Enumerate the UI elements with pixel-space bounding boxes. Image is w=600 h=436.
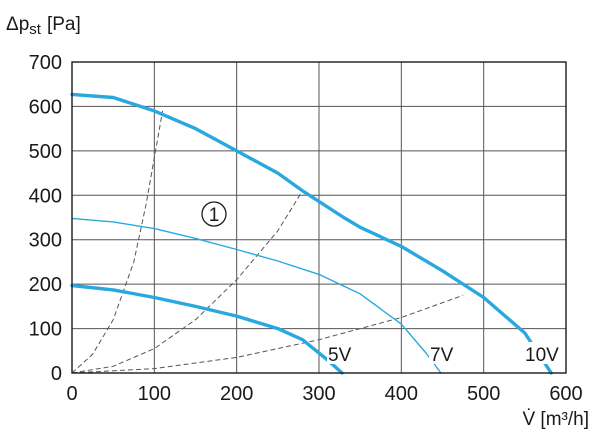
x-tick-label: 200	[220, 383, 253, 405]
y-tick-label: 400	[29, 185, 62, 207]
system-curve	[71, 190, 303, 374]
fan-curves	[70, 92, 553, 375]
y-tick-label: 700	[29, 52, 62, 74]
y-tick-label: 100	[29, 319, 62, 341]
curve-10v	[70, 92, 553, 375]
y-tick-label: 0	[51, 363, 62, 385]
system-curves	[71, 110, 464, 374]
x-tick-label: 300	[302, 383, 335, 405]
y-tick-label: 200	[29, 274, 62, 296]
x-tick-label: 100	[138, 383, 171, 405]
x-axis-title: V̇ [m³/h]	[522, 409, 589, 430]
grid	[72, 62, 566, 373]
system-curve	[71, 294, 464, 374]
x-tick-label: 0	[66, 383, 77, 405]
curve-marker: 1	[201, 201, 227, 227]
curve-label-10v: 10V	[525, 345, 559, 366]
y-axis-title: Δpst [Pa]	[6, 14, 81, 38]
label-bg	[327, 342, 355, 364]
marker-circle	[201, 201, 227, 227]
label-bg	[429, 342, 457, 364]
x-tick-label: 400	[385, 383, 418, 405]
y-tick-label: 500	[29, 141, 62, 163]
curve-labels: 5V 7V 10V	[327, 342, 562, 366]
curve-label-7v: 7V	[430, 345, 454, 366]
system-curve	[71, 110, 164, 374]
curve-5v	[70, 283, 344, 375]
curve-7v	[71, 217, 442, 374]
plot-frame	[71, 61, 567, 374]
label-bg	[524, 342, 562, 364]
y-tick-label: 600	[29, 96, 62, 118]
curve-label-5v: 5V	[328, 345, 352, 366]
y-tick-label: 300	[29, 230, 62, 252]
axes: 0 100 200 300 400 500 600 0 100 200 300 400 500 600 70…	[29, 52, 583, 405]
x-tick-label: 500	[467, 383, 500, 405]
marker-number: 1	[209, 205, 220, 226]
x-tick-label: 600	[549, 383, 582, 405]
